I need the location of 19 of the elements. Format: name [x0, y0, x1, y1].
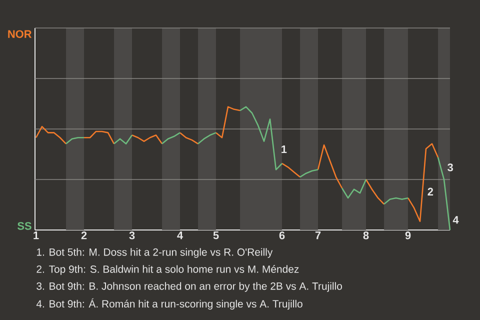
annotation: 3	[448, 164, 453, 172]
text: 1. Bot 5th: M. Doss hit a 2-run single vs R. O'Reilly	[36, 248, 273, 258]
x-tick-label: 5	[213, 232, 219, 240]
text: SS	[17, 222, 32, 230]
annotation: 2	[428, 188, 434, 196]
x-tick-label: 4	[177, 232, 183, 240]
x-tick-label: 9	[405, 232, 411, 240]
text: 4	[452, 216, 459, 224]
x-tick-label: 8	[363, 232, 369, 240]
x-tick-label: 6	[279, 232, 285, 240]
annotation: 1	[282, 145, 287, 153]
text: 4. Bot 9th: Á. Román hit a run-scoring single vs A. Trujillo	[36, 298, 302, 310]
text: NOR	[8, 30, 32, 38]
x-tick-label: 1	[34, 232, 39, 240]
text: 2. Top 9th: S. Baldwin hit a solo home run vs M. Méndez	[36, 265, 299, 275]
text: 3. Bot 9th: B. Johnson reached on an error by the 2B vs A. Trujillo	[36, 282, 342, 292]
x-tick-label: 2	[81, 232, 87, 240]
x-tick-label: 3	[129, 232, 135, 240]
x-tick-label: 7	[315, 232, 321, 240]
